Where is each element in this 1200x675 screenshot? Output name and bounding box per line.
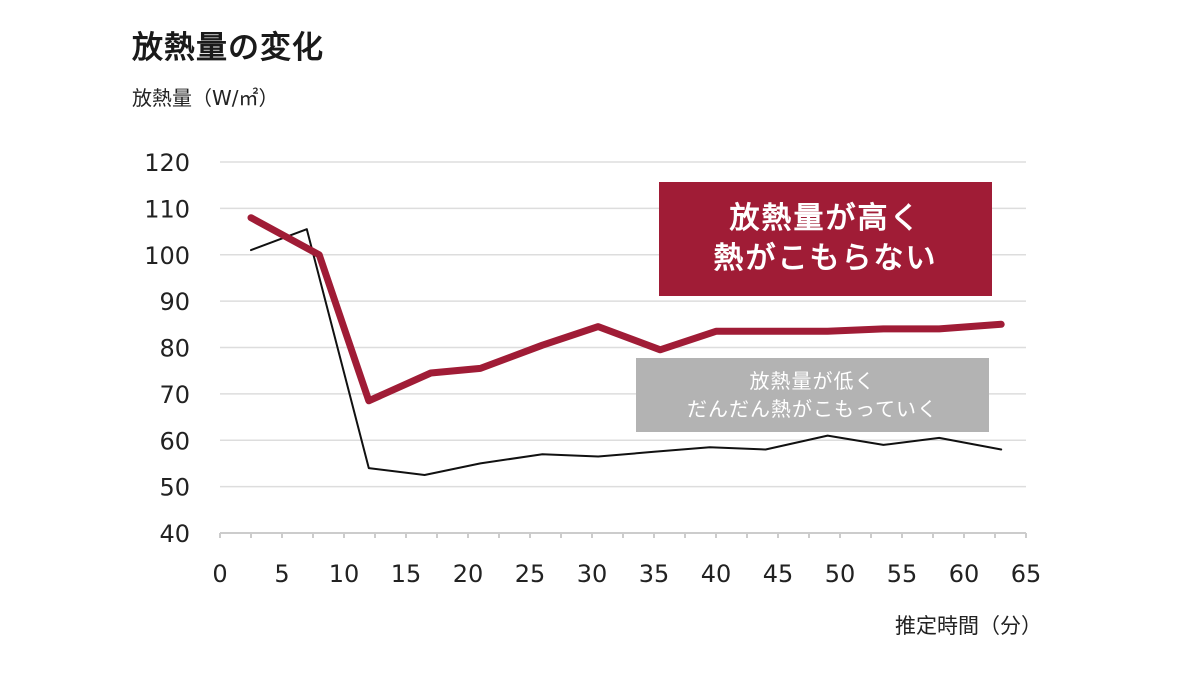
low-callout-line-1: 放熱量が低く	[749, 369, 876, 393]
y-tick-label: 40	[159, 520, 190, 548]
y-tick-label: 80	[159, 335, 190, 363]
x-tick-label: 5	[274, 560, 289, 588]
x-tick-label: 0	[212, 560, 227, 588]
y-tick-label: 120	[144, 149, 190, 177]
low-callout-line-2: だんだん熱がこもっていく	[687, 397, 938, 421]
x-tick-label: 15	[391, 560, 422, 588]
x-tick-label: 60	[949, 560, 980, 588]
y-tick-label: 60	[159, 427, 190, 455]
y-tick-label: 70	[159, 381, 190, 409]
x-tick-label: 65	[1011, 560, 1042, 588]
series-lines	[247, 214, 1005, 476]
x-tick-label: 50	[825, 560, 856, 588]
chart-title: 放熱量の変化	[132, 30, 324, 66]
x-tick-label: 55	[887, 560, 918, 588]
y-tick-label: 90	[159, 288, 190, 316]
x-tick-label: 30	[577, 560, 608, 588]
series-line-high	[247, 214, 1005, 405]
x-axis-label: 推定時間（分）	[895, 614, 1042, 638]
x-tick-label: 40	[701, 560, 732, 588]
x-tick-label: 20	[453, 560, 484, 588]
y-tick-label: 110	[144, 195, 190, 223]
x-tick-label: 25	[515, 560, 546, 588]
y-axis-label: 放熱量（W/㎡）	[132, 86, 279, 110]
low-heat-release-callout: 放熱量が低く だんだん熱がこもっていく	[636, 358, 989, 432]
y-tick-label: 100	[144, 242, 190, 270]
x-tick-label: 10	[329, 560, 360, 588]
x-tick-labels: 0 5 10 15 20 25 30 35 40 45 50 55 60 65	[212, 560, 1041, 588]
gridlines	[220, 161, 1026, 488]
high-callout-line-2: 熱がこもらない	[713, 241, 938, 276]
series-line-low	[250, 228, 1003, 476]
x-tick-label: 35	[639, 560, 670, 588]
high-heat-release-callout: 放熱量が高く 熱がこもらない	[659, 182, 992, 296]
x-tick-label: 45	[763, 560, 794, 588]
y-tick-labels: 40 50 60 70 80 90 100 110 120	[144, 149, 190, 548]
y-tick-label: 50	[159, 474, 190, 502]
high-callout-line-1: 放熱量が高く	[729, 200, 922, 236]
x-axis	[219, 532, 1027, 538]
